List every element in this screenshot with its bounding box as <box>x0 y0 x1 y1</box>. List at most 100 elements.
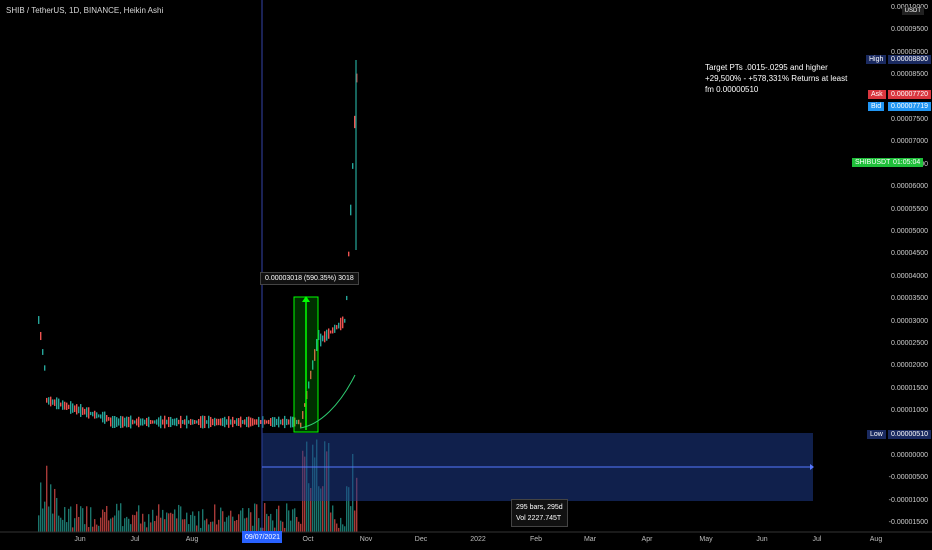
time-axis-label: Jul <box>812 536 822 543</box>
volume-bar <box>192 511 194 532</box>
candle <box>256 419 258 425</box>
time-axis-label: Jun <box>74 536 86 543</box>
candle <box>170 416 172 428</box>
candle <box>234 420 236 424</box>
candle <box>232 416 234 428</box>
candle <box>284 415 286 429</box>
volume-bar <box>206 518 208 532</box>
candle <box>58 398 60 410</box>
candle <box>352 163 354 169</box>
volume-bar <box>172 513 174 532</box>
volume-bar <box>78 516 80 532</box>
volume-bar <box>40 482 42 532</box>
candle <box>218 418 220 426</box>
volume-bar <box>152 509 154 532</box>
candle <box>290 416 292 428</box>
volume-bar <box>252 525 254 532</box>
candle <box>178 419 180 425</box>
candle <box>148 416 150 428</box>
volume-bar <box>196 525 198 532</box>
volume-bar <box>354 510 356 532</box>
volume-bar <box>62 519 64 532</box>
volume-bar <box>336 523 338 532</box>
candle <box>338 322 340 329</box>
volume-bar <box>258 518 260 532</box>
candle <box>54 399 56 406</box>
candle <box>292 416 294 428</box>
candle <box>98 414 100 418</box>
countdown-tag: 01:05:04 <box>890 158 924 167</box>
candle <box>204 415 206 429</box>
candle <box>64 401 66 410</box>
volume-bar <box>128 518 130 532</box>
volume-bar <box>84 524 86 532</box>
volume-bar <box>244 518 246 532</box>
candle <box>46 397 48 403</box>
candle <box>154 420 156 424</box>
cursor-date-tag: 09/07/2021 <box>245 534 281 541</box>
candle <box>102 411 104 423</box>
candle <box>96 412 98 419</box>
candle <box>264 419 266 425</box>
volume-bar <box>144 521 146 532</box>
candle <box>298 419 300 425</box>
volume-bar <box>276 509 278 532</box>
candle <box>260 420 262 424</box>
volume-bar <box>138 505 140 532</box>
candle <box>276 418 278 426</box>
candle <box>114 416 116 428</box>
volume-bar <box>184 519 186 532</box>
volume-bar <box>296 516 298 532</box>
candle <box>82 407 84 415</box>
volume-bar <box>254 503 256 532</box>
volume-bar <box>292 509 294 532</box>
price-axis-label: 0.00005000 <box>891 228 928 235</box>
candle <box>350 204 352 216</box>
price-axis-label: 0.00009500 <box>891 26 928 34</box>
volume-bar <box>106 505 108 532</box>
annotation-line-2: +29,500% - +578,331% Returns at least <box>705 74 848 83</box>
candle <box>210 416 212 428</box>
volume-bar <box>96 524 98 532</box>
volume-bar <box>122 526 124 532</box>
candle <box>270 418 272 426</box>
candle <box>68 404 70 410</box>
candle <box>92 411 94 417</box>
time-axis-label: 2022 <box>470 536 486 543</box>
volume-bar <box>168 513 170 532</box>
currency-tag[interactable]: USDT <box>901 7 924 15</box>
candle <box>342 316 344 329</box>
candle <box>356 73 358 83</box>
candle <box>184 419 186 425</box>
volume-bar <box>178 504 180 532</box>
range-bars-count: 295 bars, 295d <box>516 504 563 511</box>
volume-bar <box>38 515 40 532</box>
candle <box>336 325 338 330</box>
candle <box>320 333 322 347</box>
candle <box>346 295 348 301</box>
volume-bar <box>300 523 302 532</box>
candle <box>318 329 320 341</box>
price-axis-label: -0.00001000 <box>888 496 928 504</box>
candle <box>158 417 160 427</box>
candle <box>38 316 40 324</box>
candle <box>354 115 356 129</box>
candle <box>128 416 130 428</box>
candle <box>246 417 248 427</box>
candle <box>76 404 78 415</box>
time-axis-label: Oct <box>302 536 314 543</box>
candle <box>304 403 306 407</box>
candle <box>344 318 346 323</box>
candle <box>222 417 224 427</box>
candle <box>146 417 148 427</box>
candle <box>236 418 238 426</box>
candle <box>152 420 154 424</box>
volume-bar <box>180 506 182 532</box>
candle <box>282 418 284 426</box>
volume-bar <box>156 515 158 532</box>
price-axis-label: 0.00002000 <box>891 362 928 370</box>
volume-bar <box>248 508 250 532</box>
volume-bar <box>114 515 116 532</box>
volume-bar <box>240 510 242 532</box>
